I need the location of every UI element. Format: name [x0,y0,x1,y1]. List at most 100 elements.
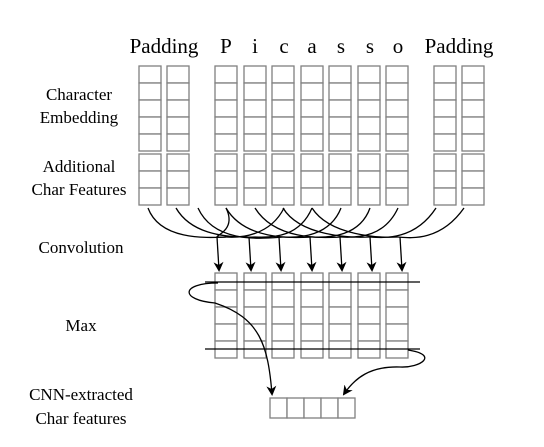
embedding-cell [138,116,162,135]
cnn-extracted-features [269,397,356,419]
embedding-cell [271,116,295,135]
convolution-curves [147,207,465,239]
header-token-c: c [279,34,288,58]
header-tokens: Padding P i c a s s o Padding [130,34,494,58]
embedding-cell [243,116,267,135]
conv-curve-4 [225,207,313,239]
cnn-feature-cell [320,397,339,419]
max-cell [243,289,267,308]
feature-cell [385,187,409,206]
cnn-feature-cell [303,397,322,419]
embedding-cell [166,116,190,135]
cnn-feature-cell [286,397,305,419]
embedding-cell [385,99,409,118]
cnn-feature-cell [337,397,356,419]
embedding-cell [433,133,457,152]
feature-cell [214,153,238,172]
embedding-cell [271,99,295,118]
embedding-cell [357,82,381,101]
embedding-cell [357,116,381,135]
conv-curve-10 [311,207,371,238]
conv-curve-11 [340,207,399,238]
embedding-cell [328,99,352,118]
embedding-cell [328,133,352,152]
conv-curve-8 [254,207,313,238]
down-arrow [275,236,286,272]
embedding-cell [214,82,238,101]
max-cell [328,289,352,308]
max-cell [385,289,409,308]
label-additional: Additional [43,157,116,176]
conv-curve-1 [147,207,227,239]
embedding-cell [166,133,190,152]
embedding-cell [357,65,381,84]
embedding-cell [214,99,238,118]
embedding-cell [138,99,162,118]
feature-cell [461,153,485,172]
feature-cell [357,153,381,172]
max-cell [357,306,381,325]
embedding-cell [433,82,457,101]
feature-cell [300,170,324,189]
feature-cell [214,187,238,206]
feature-cell [328,170,352,189]
conv-curve-6 [254,207,342,239]
feature-cell [328,187,352,206]
label-cnn-extracted: CNN-extracted [29,385,133,404]
down-arrow [366,236,377,272]
embedding-cell [357,99,381,118]
embedding-cell [271,65,295,84]
conv-curve-14 [282,207,371,238]
max-cell [357,323,381,342]
conv-curve-2 [175,207,256,238]
label-max: Max [65,316,97,335]
embedding-cell [243,99,267,118]
embedding-cell [357,133,381,152]
max-cell [300,306,324,325]
embedding-cell [385,133,409,152]
embedding-cell [138,82,162,101]
feature-cell [138,153,162,172]
max-cell [271,306,295,325]
max-pooling-grid [214,272,409,359]
label-embedding: Embedding [40,108,119,127]
header-token-padding-right: Padding [425,34,494,58]
label-char-features: Char Features [32,180,127,199]
max-to-features-left [188,282,277,396]
header-token-a: a [307,34,317,58]
feature-cell [328,153,352,172]
embedding-cell [461,82,485,101]
max-cell [328,323,352,342]
embedding-cell [433,65,457,84]
feature-cell [138,187,162,206]
max-cell [385,306,409,325]
header-token-p: P [220,34,232,58]
embedding-cell [461,116,485,135]
embedding-cell [461,133,485,152]
embedding-cell [271,82,295,101]
embedding-cell [166,82,190,101]
header-token-s1: s [337,34,345,58]
embedding-cell [243,82,267,101]
feature-cell [461,187,485,206]
conv-curve-5 [216,207,230,238]
max-cell [300,289,324,308]
header-token-padding-left: Padding [130,34,199,58]
embedding-cell [385,116,409,135]
embedding-cell [300,82,324,101]
feature-cell [357,187,381,206]
label-cnn-char-features: Char features [35,409,126,428]
embedding-cell [271,133,295,152]
feature-cell [271,187,295,206]
embedding-cell [138,133,162,152]
embedding-cell [433,99,457,118]
max-cell [271,289,295,308]
feature-cell [461,170,485,189]
down-arrow [396,236,407,272]
header-token-s2: s [366,34,374,58]
down-arrow [306,236,317,272]
max-cell [214,323,238,342]
embedding-cell [243,65,267,84]
embedding-cell [300,65,324,84]
